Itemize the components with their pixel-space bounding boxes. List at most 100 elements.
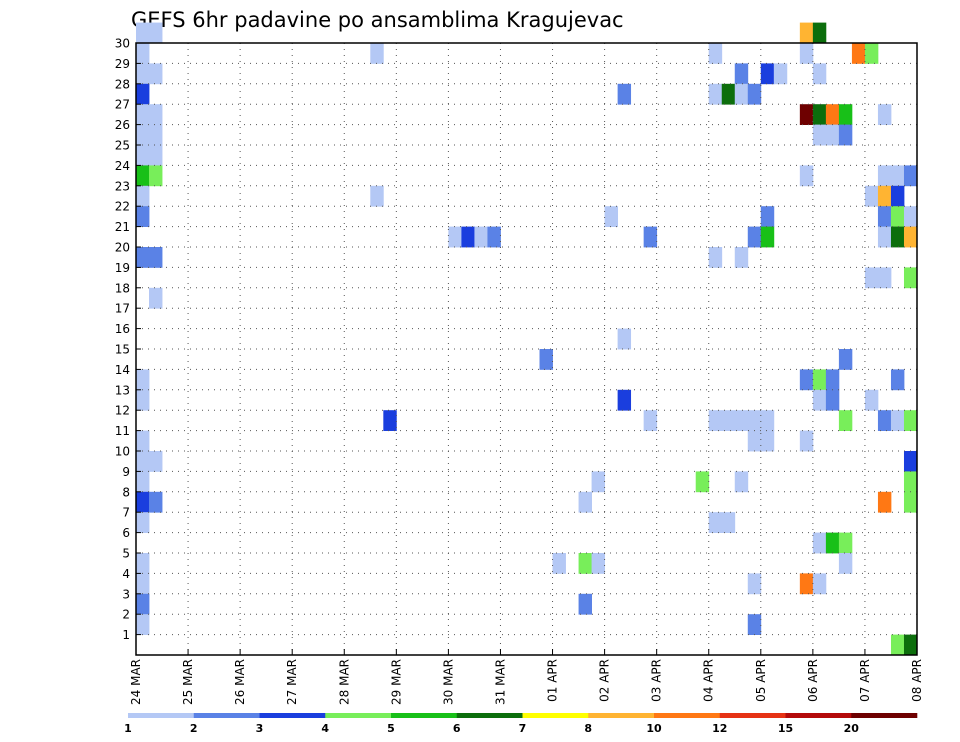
colorbar-label: 15 <box>778 722 793 735</box>
precip-cell <box>877 165 892 187</box>
precip-cell <box>864 389 879 411</box>
colorbar-label: 7 <box>519 722 527 735</box>
y-tick-label: 12 <box>115 404 130 418</box>
precip-cell <box>695 471 710 493</box>
precip-cell <box>825 389 840 411</box>
precip-cell <box>136 206 150 227</box>
precip-cell <box>747 430 762 452</box>
precip-cell <box>838 349 853 370</box>
precip-cell <box>149 124 163 146</box>
colorbar-label: 12 <box>712 722 727 735</box>
colorbar-segment <box>193 713 260 718</box>
precip-cell <box>721 83 736 105</box>
x-tick-label: 31 MAR <box>493 659 507 705</box>
precip-cell <box>903 410 918 431</box>
precip-cell <box>877 491 892 513</box>
precip-cell <box>877 410 892 431</box>
precip-cell <box>643 410 658 431</box>
precip-cell <box>136 369 150 391</box>
precip-cell <box>149 165 163 187</box>
precip-cell <box>903 451 918 472</box>
colorbar-label: 3 <box>256 722 264 735</box>
x-tick-label: 04 APR <box>702 659 716 702</box>
colorbar-label: 10 <box>646 722 662 735</box>
gridlines <box>136 43 917 655</box>
precip-cell <box>734 471 749 493</box>
precip-cell <box>708 512 723 533</box>
precip-cell <box>903 226 918 248</box>
colorbar-segment <box>391 713 458 718</box>
x-tick-label: 05 APR <box>754 659 768 702</box>
x-tick-label: 26 MAR <box>233 659 247 705</box>
y-tick-label: 21 <box>115 220 130 234</box>
y-tick-label: 23 <box>115 179 130 193</box>
precip-cell <box>903 471 918 493</box>
precip-cell <box>708 83 723 105</box>
precip-cell <box>708 43 723 64</box>
precip-cell <box>799 369 814 391</box>
precip-cell <box>643 226 658 248</box>
y-tick-label: 10 <box>115 445 130 459</box>
precip-cell <box>474 226 488 248</box>
precip-cell <box>760 206 775 227</box>
precip-cell <box>136 22 150 44</box>
precip-cell <box>136 430 150 452</box>
precip-cell <box>838 553 853 574</box>
y-tick-label: 18 <box>115 281 130 295</box>
precip-cell <box>578 593 592 615</box>
y-tick-label: 4 <box>122 567 130 581</box>
heatmap-cells <box>136 22 918 656</box>
x-tick-label: 25 MAR <box>181 659 195 705</box>
colorbar-segment <box>588 713 655 718</box>
x-tick-label: 27 MAR <box>285 659 299 705</box>
precip-cell <box>877 206 892 227</box>
precip-cell <box>136 451 150 472</box>
precip-cell <box>552 553 566 574</box>
precip-cell <box>591 471 605 493</box>
y-tick-label: 24 <box>115 159 130 173</box>
y-tick-label: 8 <box>122 485 130 499</box>
precip-cell <box>799 430 814 452</box>
precip-cell <box>136 553 150 574</box>
colorbar-segment <box>259 713 326 718</box>
precip-cell <box>812 573 827 595</box>
precip-cell <box>136 185 150 207</box>
precip-cell <box>734 83 749 105</box>
precip-cell <box>591 553 605 574</box>
precip-cell <box>136 145 150 166</box>
precip-cell <box>136 63 150 85</box>
precip-cell <box>799 165 814 187</box>
precip-cell <box>864 267 879 289</box>
precip-cell <box>539 349 553 370</box>
precip-cell <box>136 491 150 513</box>
precip-cell <box>838 104 853 125</box>
precip-cell <box>136 165 150 187</box>
precip-cell <box>149 22 163 44</box>
precip-cell <box>903 634 918 656</box>
precip-cell <box>812 104 827 125</box>
y-tick-label: 17 <box>115 302 130 316</box>
colorbar-segment <box>654 713 721 718</box>
precip-cell <box>149 491 163 513</box>
precip-cell <box>864 43 879 64</box>
precip-cell <box>760 63 775 85</box>
precip-cell <box>370 185 384 207</box>
colorbar-segment <box>719 713 786 718</box>
colorbar-label: 6 <box>453 722 461 735</box>
precip-cell <box>877 267 892 289</box>
precip-cell <box>149 63 163 85</box>
precip-cell <box>617 328 632 350</box>
precip-cell <box>383 410 397 431</box>
x-tick-label: 07 APR <box>858 659 872 702</box>
precip-cell <box>617 83 632 105</box>
precip-cell <box>461 226 475 248</box>
x-tick-label: 30 MAR <box>441 659 455 705</box>
precip-cell <box>851 43 866 64</box>
chart-title: GEFS 6hr padavine po ansamblima Kragujev… <box>131 8 624 32</box>
colorbar-label: 4 <box>321 722 329 735</box>
x-tick-label: 01 APR <box>546 659 560 702</box>
y-tick-label: 11 <box>115 424 130 438</box>
colorbar-label: 1 <box>124 722 132 735</box>
precip-cell <box>812 369 827 391</box>
